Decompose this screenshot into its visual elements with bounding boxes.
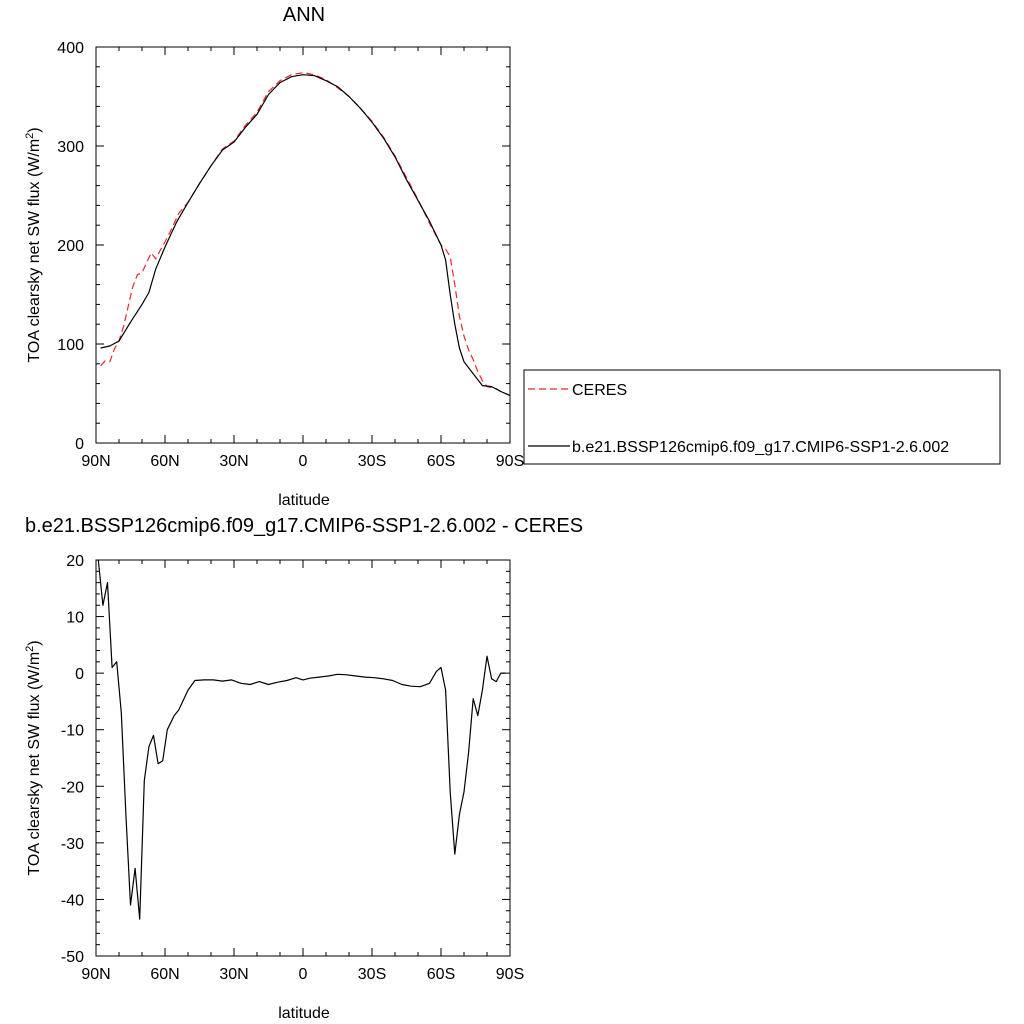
panel-1-xtick-label: 90N [81, 453, 110, 470]
panel-2-xtick-label: 60S [427, 966, 455, 983]
panel-2-ticks: 90N 60N 30N 0 30S 60S 90S -50 -40 -30 -20 -10 0 10 20 [61, 553, 524, 983]
panel-1-ticks: 90N 60N 30N 0 30S 60S 90S 0 100 200 300 400 [57, 40, 524, 470]
panel-1-xtick-label: 60S [427, 453, 455, 470]
panel-1-xtick-label: 30N [219, 453, 248, 470]
panel-annual-flux: ANN TOA clearsky net SW flux (W/m2) lati… [24, 4, 1001, 509]
panel-2-ytick-label: 0 [75, 666, 84, 683]
panel-2-xtick-label: 90N [81, 966, 110, 983]
panel-1-xtick-label: 90S [496, 453, 524, 470]
panel-1-title: ANN [283, 4, 325, 26]
panel-2-xtick-label: 30N [219, 966, 248, 983]
panel-difference: b.e21.BSSP126cmip6.f09_g17.CMIP6-SSP1-2.… [24, 515, 583, 1022]
panel-1-ytick-label: 100 [57, 337, 84, 354]
svg-text:TOA clearsky net SW flux (W/m2: TOA clearsky net SW flux (W/m2) [24, 127, 43, 362]
panel-1-series [100, 72, 511, 397]
panel-1-ytick-label: 400 [57, 40, 84, 57]
panel-1-xtick-label: 30S [358, 453, 386, 470]
panel-2-xtick-label: 90S [496, 966, 524, 983]
panel-1-frame [95, 46, 511, 444]
panel-2-ytick-label: 20 [66, 553, 84, 570]
panel-2-frame [95, 559, 511, 957]
panel-2-xtick-label: 30S [358, 966, 386, 983]
panel-2-ytick-label: -30 [61, 836, 84, 853]
legend-box [523, 369, 1001, 465]
panel-1-ylabel: TOA clearsky net SW flux (W/m2) [24, 127, 43, 362]
panel-2-ytick-label: -10 [61, 723, 84, 740]
panel-1-ytick-label: 0 [75, 436, 84, 453]
panel-2-xtick-label: 0 [299, 966, 308, 983]
panel-1-ytick-label: 200 [57, 238, 84, 255]
panel-1-series-line-0 [100, 72, 511, 397]
panel-2-series [97, 559, 506, 920]
panel-2-series-line-0 [97, 559, 506, 920]
panel-2-ytick-label: 10 [66, 610, 84, 627]
panel-2-ytick-label: -20 [61, 779, 84, 796]
panel-1-xtick-label: 0 [299, 453, 308, 470]
panel-2-ytick-label: -50 [61, 949, 84, 966]
panel-2-xlabel: latitude [278, 1005, 330, 1022]
panel-1-series-line-1 [100, 74, 511, 397]
panel-2-title: b.e21.BSSP126cmip6.f09_g17.CMIP6-SSP1-2.… [25, 515, 583, 537]
panel-2-ytick-label: -40 [61, 892, 84, 909]
panel-2-xtick-label: 60N [150, 966, 179, 983]
panel-1-xlabel: latitude [278, 492, 330, 509]
panel-1-xtick-label: 60N [150, 453, 179, 470]
legend-label-ceres: CERES [572, 382, 627, 399]
panel-2-ylabel: TOA clearsky net SW flux (W/m2) [24, 640, 43, 875]
svg-text:TOA clearsky net SW flux (W/m2: TOA clearsky net SW flux (W/m2) [24, 640, 43, 875]
legend-label-model: b.e21.BSSP126cmip6.f09_g17.CMIP6-SSP1-2.… [572, 439, 949, 456]
legend: CERES b.e21.BSSP126cmip6.f09_g17.CMIP6-S… [523, 369, 1001, 465]
panel-1-ytick-label: 300 [57, 139, 84, 156]
